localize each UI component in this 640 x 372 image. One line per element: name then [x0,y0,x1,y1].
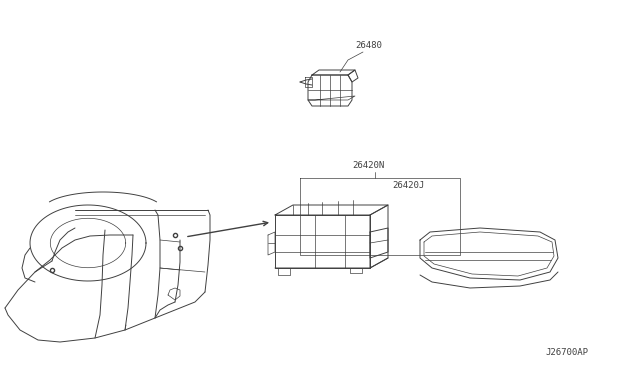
Text: 26480: 26480 [355,41,382,50]
Text: 26420J: 26420J [392,181,424,190]
Text: J26700AP: J26700AP [545,348,588,357]
Text: 26420N: 26420N [352,161,384,170]
